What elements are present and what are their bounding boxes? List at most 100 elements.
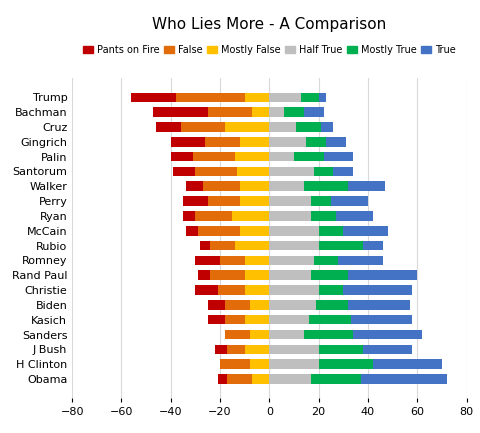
Bar — [207, 300, 225, 310]
Bar — [333, 167, 352, 176]
Bar — [237, 167, 269, 176]
Bar — [207, 107, 252, 117]
Bar — [296, 122, 321, 132]
Bar — [234, 241, 269, 250]
Bar — [156, 122, 180, 132]
Bar — [249, 359, 269, 369]
Bar — [219, 359, 249, 369]
Bar — [192, 152, 234, 162]
Bar — [180, 122, 225, 132]
Bar — [330, 196, 367, 206]
Bar — [197, 226, 239, 236]
Bar — [293, 152, 323, 162]
Bar — [321, 122, 333, 132]
Bar — [225, 330, 249, 339]
Bar — [269, 152, 293, 162]
Bar — [183, 196, 207, 206]
Bar — [244, 93, 269, 102]
Bar — [269, 211, 311, 221]
Bar — [318, 226, 343, 236]
Bar — [338, 255, 382, 265]
Bar — [244, 270, 269, 280]
Bar — [217, 285, 244, 295]
Bar — [311, 211, 335, 221]
Bar — [197, 270, 210, 280]
Title: Who Lies More - A Comparison: Who Lies More - A Comparison — [152, 17, 386, 32]
Bar — [323, 152, 352, 162]
Bar — [239, 226, 269, 236]
Bar — [348, 181, 384, 191]
Bar — [175, 93, 244, 102]
Bar — [249, 330, 269, 339]
Bar — [244, 345, 269, 354]
Bar — [225, 300, 249, 310]
Bar — [269, 241, 318, 250]
Bar — [210, 270, 244, 280]
Bar — [210, 241, 234, 250]
Bar — [301, 93, 318, 102]
Bar — [227, 374, 252, 384]
Bar — [311, 374, 360, 384]
Bar — [284, 107, 303, 117]
Bar — [269, 270, 311, 280]
Bar — [269, 137, 306, 147]
Bar — [343, 226, 387, 236]
Bar — [362, 345, 411, 354]
Bar — [269, 345, 318, 354]
Bar — [348, 270, 417, 280]
Bar — [318, 241, 362, 250]
Bar — [318, 345, 362, 354]
Bar — [269, 374, 311, 384]
Bar — [325, 137, 345, 147]
Bar — [269, 167, 313, 176]
Bar — [360, 374, 446, 384]
Bar — [352, 330, 421, 339]
Bar — [225, 315, 244, 324]
Bar — [244, 315, 269, 324]
Bar — [131, 93, 175, 102]
Bar — [185, 181, 203, 191]
Bar — [173, 167, 195, 176]
Bar — [269, 122, 296, 132]
Legend: Pants on Fire, False, Mostly False, Half True, Mostly True, True: Pants on Fire, False, Mostly False, Half… — [79, 41, 459, 59]
Bar — [303, 107, 323, 117]
Bar — [215, 345, 227, 354]
Bar — [313, 167, 333, 176]
Bar — [269, 359, 318, 369]
Bar — [313, 255, 338, 265]
Bar — [269, 330, 303, 339]
Bar — [239, 137, 269, 147]
Bar — [185, 226, 197, 236]
Bar — [203, 181, 239, 191]
Bar — [225, 122, 269, 132]
Bar — [372, 359, 441, 369]
Bar — [207, 196, 239, 206]
Bar — [217, 374, 227, 384]
Bar — [269, 226, 318, 236]
Bar — [153, 107, 207, 117]
Bar — [335, 211, 372, 221]
Bar — [249, 300, 269, 310]
Bar — [183, 211, 195, 221]
Bar — [308, 315, 350, 324]
Bar — [348, 300, 409, 310]
Bar — [350, 315, 411, 324]
Bar — [170, 137, 205, 147]
Bar — [195, 255, 219, 265]
Bar — [269, 93, 301, 102]
Bar — [343, 285, 411, 295]
Bar — [269, 315, 308, 324]
Bar — [269, 107, 284, 117]
Bar — [306, 137, 325, 147]
Bar — [200, 241, 210, 250]
Bar — [219, 255, 244, 265]
Bar — [244, 285, 269, 295]
Bar — [269, 285, 318, 295]
Bar — [252, 374, 269, 384]
Bar — [315, 300, 348, 310]
Bar — [234, 152, 269, 162]
Bar — [195, 285, 217, 295]
Bar — [244, 255, 269, 265]
Bar — [239, 181, 269, 191]
Bar — [303, 181, 348, 191]
